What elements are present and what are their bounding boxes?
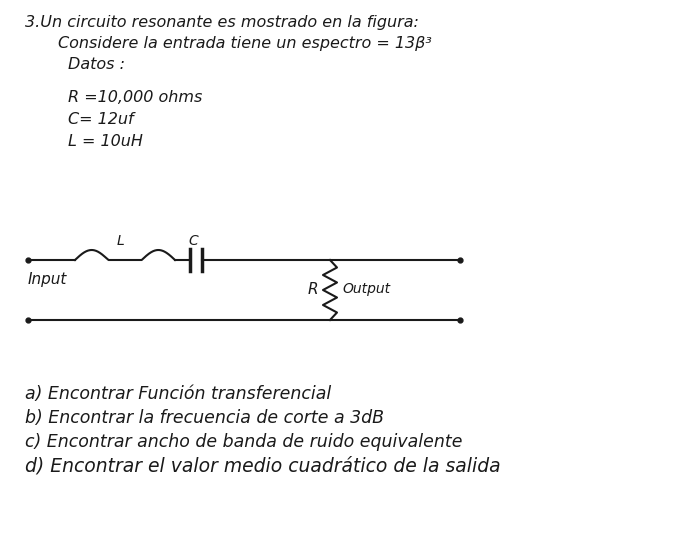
Text: d) Encontrar el valor medio cuadrático de la salida: d) Encontrar el valor medio cuadrático d… <box>25 457 500 476</box>
Text: L: L <box>117 234 125 248</box>
Text: Datos :: Datos : <box>68 57 125 72</box>
Text: C= 12uf: C= 12uf <box>68 112 134 127</box>
Text: C: C <box>188 234 197 248</box>
Text: a) Encontrar Función transferencial: a) Encontrar Función transferencial <box>25 385 331 403</box>
Text: 3.Un circuito resonante es mostrado en la figura:: 3.Un circuito resonante es mostrado en l… <box>25 15 419 30</box>
Text: R =10,000 ohms: R =10,000 ohms <box>68 90 202 105</box>
Text: c) Encontrar ancho de banda de ruido equivalente: c) Encontrar ancho de banda de ruido equ… <box>25 433 463 451</box>
Text: L = 10uH: L = 10uH <box>68 134 143 149</box>
Text: Output: Output <box>342 282 390 296</box>
Text: Considere la entrada tiene un espectro = 13β³: Considere la entrada tiene un espectro =… <box>58 36 432 51</box>
Text: R: R <box>308 282 318 297</box>
Text: Input: Input <box>28 272 67 287</box>
Text: b) Encontrar la frecuencia de corte a 3dB: b) Encontrar la frecuencia de corte a 3d… <box>25 409 384 427</box>
